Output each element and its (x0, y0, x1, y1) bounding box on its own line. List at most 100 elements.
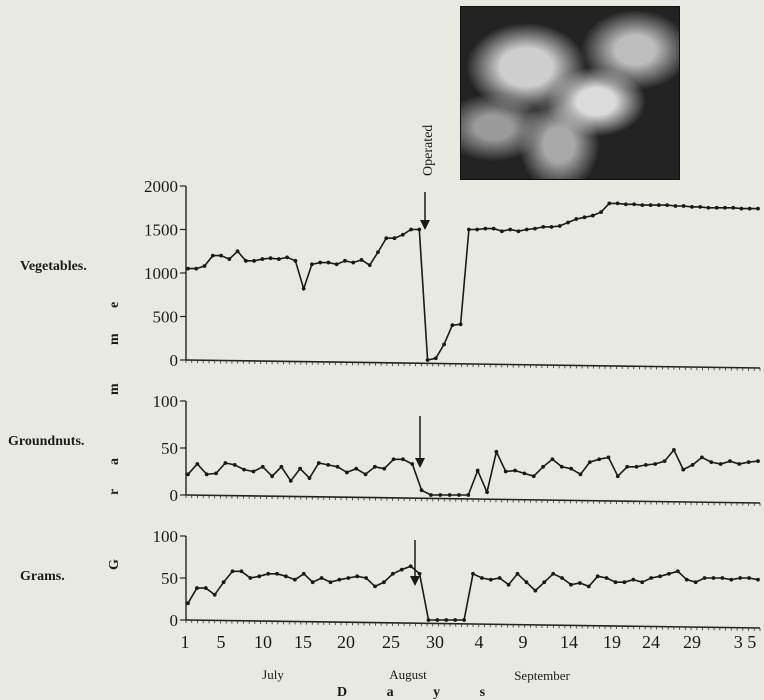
series-line (188, 202, 758, 361)
data-point (737, 462, 742, 466)
data-point (438, 493, 443, 497)
data-point (227, 257, 232, 261)
data-point (471, 571, 475, 576)
series-line (187, 448, 759, 496)
data-point (210, 253, 215, 258)
data-point (284, 574, 288, 579)
data-point (516, 229, 521, 234)
data-point (363, 472, 368, 477)
data-point (604, 576, 609, 580)
data-point (319, 576, 324, 580)
data-point (698, 204, 703, 209)
month-label: September (514, 668, 570, 683)
data-point (186, 472, 190, 477)
data-point (515, 571, 520, 576)
data-point (702, 576, 707, 580)
data-point (557, 224, 562, 228)
data-point (326, 260, 331, 265)
data-point (681, 467, 686, 472)
data-point (485, 490, 489, 495)
data-point (372, 464, 377, 469)
y-axis-label-letter: r (107, 489, 122, 495)
data-point (541, 224, 546, 229)
data-point (239, 569, 244, 574)
data-point (513, 468, 517, 473)
data-point (673, 204, 678, 208)
data-point (747, 206, 752, 211)
data-point (242, 467, 246, 472)
data-point (483, 226, 488, 231)
month-label: August (389, 667, 427, 682)
data-point (706, 205, 711, 210)
data-point (756, 577, 760, 582)
data-point (690, 463, 695, 467)
x-tick-label: 29 (683, 632, 701, 652)
x-tick-label: 3 5 (734, 632, 757, 652)
data-point (447, 493, 452, 497)
x-tick-label: 5 (217, 632, 226, 652)
y-tick-label: 100 (153, 527, 179, 546)
data-point (729, 577, 734, 582)
data-point (615, 474, 620, 479)
data-point (344, 470, 349, 475)
data-point (665, 203, 670, 208)
data-point (693, 580, 698, 585)
data-point (607, 201, 612, 206)
data-point (390, 571, 395, 576)
data-point (475, 227, 480, 232)
data-point (466, 493, 471, 497)
data-point (243, 258, 248, 263)
data-point (328, 580, 333, 585)
data-point (235, 249, 240, 254)
data-point (382, 466, 387, 471)
data-point (343, 258, 347, 263)
data-point (401, 457, 405, 462)
data-point (298, 466, 303, 471)
y-axis-label-letter: m (107, 383, 122, 395)
data-point (574, 217, 579, 221)
data-point (747, 576, 751, 580)
data-point (488, 577, 493, 582)
data-point (203, 586, 208, 590)
data-point (400, 232, 405, 237)
data-point (731, 205, 736, 210)
data-point (550, 457, 555, 462)
data-point (597, 457, 602, 462)
y-tick-label: 0 (170, 486, 179, 505)
data-point (257, 574, 262, 579)
data-point (417, 571, 422, 576)
data-point (506, 582, 511, 587)
x-axis-label: D a y s (337, 685, 503, 700)
data-point (392, 236, 397, 241)
data-point (606, 455, 611, 460)
data-point (466, 227, 471, 232)
data-point (549, 224, 554, 229)
data-point (450, 323, 455, 328)
y-tick-label: 2000 (144, 177, 178, 196)
data-point (307, 476, 312, 480)
y-axis-label-letter: m (107, 333, 122, 345)
data-point (310, 580, 315, 585)
data-point (292, 577, 297, 582)
data-point (382, 580, 386, 585)
data-point (746, 460, 751, 464)
data-point (711, 576, 716, 580)
data-point (376, 250, 380, 255)
data-point (212, 592, 217, 597)
data-point (219, 253, 223, 258)
data-point (354, 466, 359, 471)
data-point (458, 322, 463, 327)
data-point (524, 580, 529, 585)
data-point (586, 584, 591, 589)
data-point (643, 463, 648, 467)
data-point (667, 571, 671, 576)
data-point (355, 574, 360, 579)
data-point (566, 220, 570, 225)
arrow-head (415, 458, 425, 468)
data-point (334, 262, 339, 267)
data-point (675, 569, 680, 574)
data-point (739, 206, 744, 211)
data-point (260, 464, 265, 469)
data-point (316, 461, 321, 465)
data-point (223, 461, 228, 465)
